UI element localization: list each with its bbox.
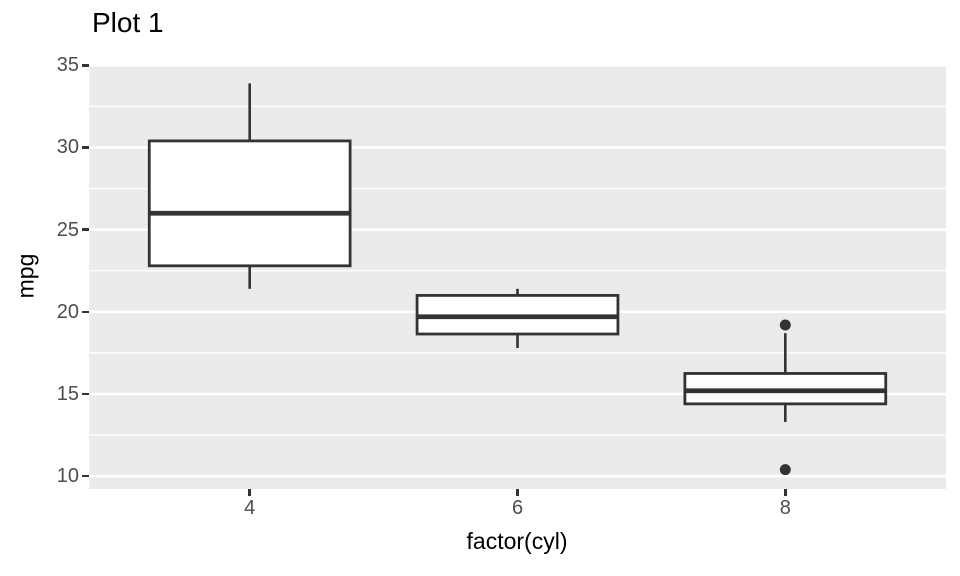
y-tick-mark — [82, 64, 89, 67]
x-axis-title: factor(cyl) — [466, 528, 568, 554]
x-tick-label: 4 — [244, 497, 256, 519]
y-tick-label: 35 — [56, 54, 79, 77]
y-tick-label: 20 — [56, 300, 79, 323]
box-iqr — [147, 139, 352, 268]
plot-title: Plot 1 — [92, 7, 164, 38]
boxplot-canvas — [89, 64, 946, 489]
y-tick-mark — [82, 228, 89, 231]
outlier-point — [779, 319, 791, 331]
plot-panel — [89, 64, 946, 489]
x-tick-mark — [248, 489, 251, 496]
y-tick-mark — [82, 146, 89, 149]
x-tick-label: 8 — [779, 497, 791, 519]
x-tick-mark — [784, 489, 787, 496]
x-tick-mark — [516, 489, 519, 496]
outlier-point — [779, 464, 791, 476]
y-tick-label: 10 — [56, 465, 79, 488]
y-tick-label: 15 — [56, 383, 79, 405]
y-tick-label: 30 — [56, 136, 79, 159]
y-tick-label: 25 — [56, 218, 79, 241]
y-tick-mark — [82, 392, 89, 396]
x-tick-label: 6 — [511, 497, 524, 519]
y-tick-mark — [82, 310, 89, 314]
y-axis-title: mpg — [12, 253, 39, 299]
panel-background — [89, 64, 946, 489]
y-tick-mark — [82, 474, 89, 478]
